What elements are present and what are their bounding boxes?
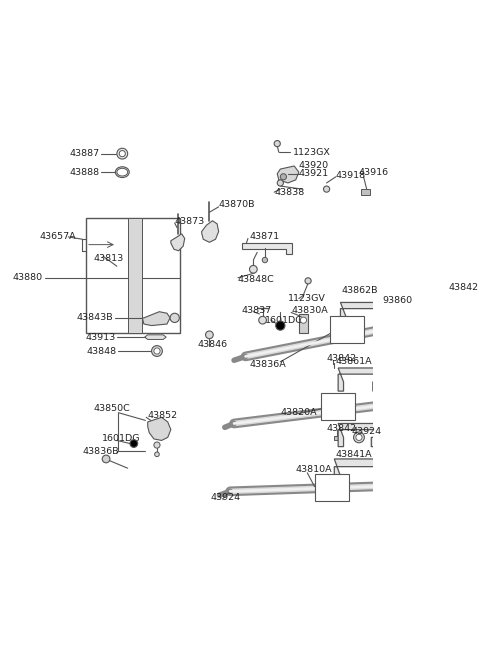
Circle shape: [274, 141, 280, 147]
Text: 1601DG: 1601DG: [101, 434, 140, 443]
Circle shape: [356, 434, 362, 440]
Text: 43871: 43871: [250, 233, 280, 242]
Ellipse shape: [117, 168, 128, 176]
Text: 43873: 43873: [175, 217, 205, 226]
Circle shape: [155, 452, 159, 457]
Text: 43842: 43842: [448, 284, 479, 292]
Text: 43846: 43846: [198, 341, 228, 349]
Text: 43842: 43842: [326, 354, 357, 364]
Bar: [392, 305, 401, 325]
Text: 43843B: 43843B: [76, 313, 113, 322]
Text: 43916: 43916: [359, 168, 389, 177]
Text: 43813: 43813: [94, 254, 124, 263]
Circle shape: [262, 257, 268, 263]
Circle shape: [259, 316, 266, 324]
Polygon shape: [171, 234, 185, 251]
Polygon shape: [148, 417, 171, 440]
Ellipse shape: [115, 167, 129, 178]
Bar: [299, 314, 308, 333]
Text: 93860: 93860: [383, 295, 413, 305]
Circle shape: [324, 186, 330, 192]
Text: 43852: 43852: [148, 411, 178, 421]
Polygon shape: [144, 335, 166, 339]
Circle shape: [305, 278, 311, 284]
Polygon shape: [338, 368, 384, 391]
Text: 43924: 43924: [211, 493, 241, 502]
Circle shape: [250, 265, 257, 273]
Circle shape: [354, 432, 364, 443]
Circle shape: [154, 442, 160, 448]
Text: 43820A: 43820A: [280, 408, 317, 417]
Circle shape: [102, 455, 110, 463]
Bar: [360, 189, 370, 195]
Bar: [86, 217, 180, 333]
Polygon shape: [277, 166, 299, 183]
Polygon shape: [340, 303, 387, 324]
Circle shape: [205, 331, 213, 339]
Text: 43657A: 43657A: [40, 233, 76, 242]
Circle shape: [117, 148, 128, 159]
Polygon shape: [143, 312, 170, 326]
Text: 43837: 43837: [242, 306, 272, 314]
Circle shape: [119, 151, 125, 157]
Text: 43888: 43888: [69, 168, 99, 177]
Polygon shape: [242, 243, 292, 254]
Text: 43810A: 43810A: [296, 465, 332, 474]
Text: 43848: 43848: [87, 346, 117, 356]
Circle shape: [276, 321, 285, 330]
Text: 43841A: 43841A: [336, 450, 372, 458]
Circle shape: [170, 313, 180, 322]
Text: 43861A: 43861A: [336, 358, 372, 366]
Circle shape: [152, 346, 162, 356]
Bar: [128, 217, 142, 333]
Text: 43918: 43918: [336, 171, 366, 179]
Bar: [334, 436, 340, 440]
Text: 43920: 43920: [299, 162, 329, 170]
Text: 43887: 43887: [69, 149, 99, 158]
Circle shape: [130, 440, 138, 447]
Circle shape: [154, 348, 160, 354]
Text: 1123GX: 1123GX: [293, 147, 331, 157]
Text: 1123GV: 1123GV: [288, 294, 326, 303]
Text: 1601DG: 1601DG: [265, 316, 303, 325]
Bar: [455, 305, 461, 309]
Circle shape: [277, 180, 283, 186]
Text: 43924: 43924: [351, 426, 382, 436]
Polygon shape: [202, 221, 219, 242]
Bar: [315, 474, 349, 500]
Text: 43850C: 43850C: [94, 403, 131, 413]
Text: 43848C: 43848C: [238, 275, 275, 284]
Text: 43836B: 43836B: [83, 447, 120, 456]
Text: 43838: 43838: [274, 188, 304, 196]
Text: 43870B: 43870B: [219, 200, 255, 209]
Text: 43921: 43921: [299, 169, 329, 178]
Bar: [321, 394, 355, 421]
Text: 43830A: 43830A: [291, 307, 328, 316]
Circle shape: [300, 317, 307, 324]
Circle shape: [280, 174, 287, 180]
Text: 43913: 43913: [85, 333, 115, 342]
Polygon shape: [338, 424, 382, 447]
Text: 43880: 43880: [13, 273, 43, 282]
Text: 43842: 43842: [326, 424, 357, 432]
Bar: [330, 316, 364, 343]
Polygon shape: [334, 459, 389, 491]
Text: 43862B: 43862B: [342, 286, 379, 295]
Bar: [392, 305, 401, 311]
Text: 43836A: 43836A: [250, 360, 286, 369]
